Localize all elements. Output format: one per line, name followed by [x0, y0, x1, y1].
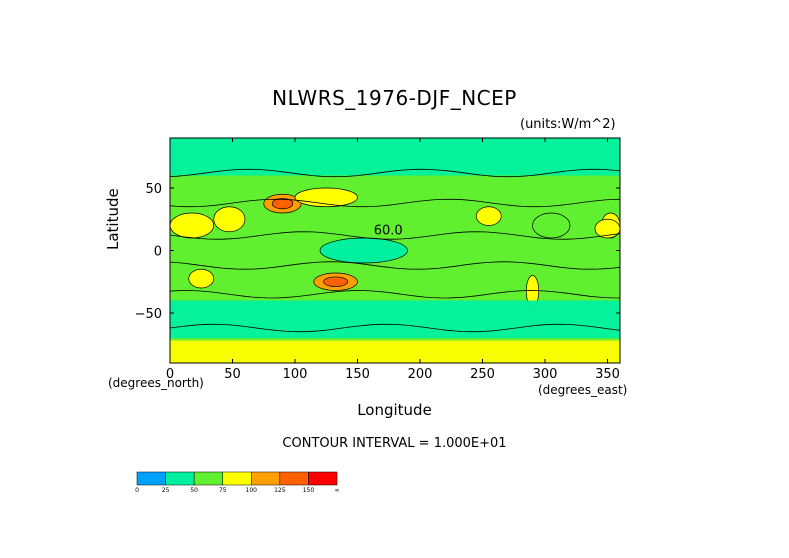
x-tick-label: 200: [408, 367, 433, 382]
x-unit-note: (degrees_east): [538, 383, 628, 397]
colorbar-tick-label: 125: [274, 487, 286, 494]
field-region: [213, 206, 246, 233]
colorbar-tick-label: 25: [162, 487, 170, 494]
x-axis: 0 50 100 150 200 250 300 350: [166, 138, 620, 382]
contour-line: [170, 231, 620, 240]
colorbar-tick-label: 50: [190, 487, 198, 494]
field-region-core: [271, 198, 294, 210]
chart-title: NLWRS_1976-DJF_NCEP: [272, 86, 517, 110]
y-tick-label: −50: [135, 307, 162, 322]
colorbar-tick-label: ∞: [335, 487, 340, 494]
plot-area: [170, 138, 620, 363]
contour-line: [170, 323, 620, 333]
colorbar-swatch: [165, 471, 195, 486]
field-region: [170, 212, 215, 239]
y-axis-label: Latitude: [104, 188, 122, 250]
colorbar-tick-label: 75: [219, 487, 227, 494]
x-axis-label: Longitude: [357, 401, 432, 419]
colorbar-tick-label: 100: [246, 487, 258, 494]
colorbar-swatch: [193, 471, 223, 486]
x-tick-label: 300: [533, 367, 558, 382]
x-tick-label: 250: [470, 367, 495, 382]
x-tick-label: 50: [224, 367, 241, 382]
field-region: [475, 206, 502, 226]
y-unit-note: (degrees_north): [108, 376, 204, 390]
y-tick-label: 0: [154, 245, 162, 260]
x-tick-label: 0: [166, 367, 174, 382]
contour-line: [170, 168, 620, 178]
x-tick-label: 150: [345, 367, 370, 382]
colorbar-tick-label: 0: [135, 487, 139, 494]
field-region: [188, 268, 215, 289]
contour-label: 60.0: [374, 223, 403, 238]
y-tick-label: 50: [145, 182, 162, 197]
colorbar: 0 25 50 75 100 125 150 ∞: [135, 471, 340, 494]
units-label: (units:W/m^2): [520, 117, 616, 132]
y-axis: −50 0 50: [135, 182, 620, 322]
x-tick-label: 100: [283, 367, 308, 382]
field-region: [170, 340, 620, 363]
x-tick-label: 350: [595, 367, 620, 382]
colorbar-swatch: [136, 471, 166, 486]
colorbar-tick-label: 150: [303, 487, 315, 494]
field-region: [594, 218, 620, 239]
contour-line: [170, 198, 620, 208]
colorbar-swatch: [308, 471, 338, 486]
colorbar-swatch: [222, 471, 252, 486]
field-region: [319, 237, 408, 264]
field-region: [532, 212, 571, 239]
contour-line: [170, 290, 620, 299]
contour-line: [170, 261, 620, 270]
colorbar-swatch: [279, 471, 309, 486]
field-region: [170, 300, 620, 338]
colorbar-swatch: [251, 471, 281, 486]
field-region-core: [323, 276, 349, 287]
contour-interval-label: CONTOUR INTERVAL = 1.000E+01: [282, 436, 507, 451]
